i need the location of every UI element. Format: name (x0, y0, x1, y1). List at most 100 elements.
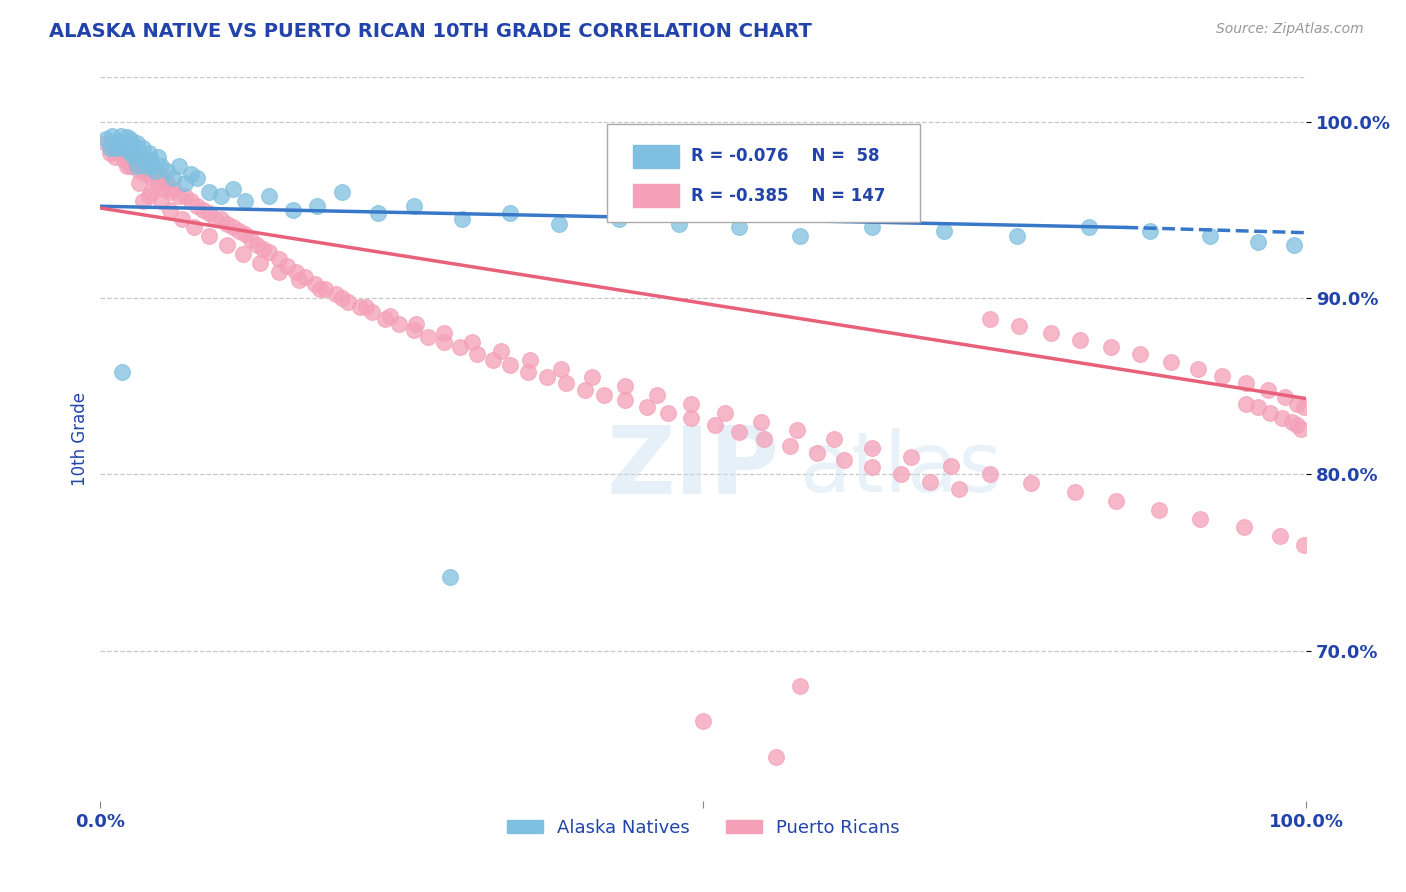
Text: atlas: atlas (800, 427, 1001, 508)
Point (149, 171, 172, 186)
Point (240, 233, 263, 247)
Point (139, 185, 162, 199)
Point (233, 194, 256, 208)
Point (172, 211, 194, 226)
Point (1021, 476, 1043, 491)
Point (284, 264, 307, 278)
Point (378, 309, 401, 323)
Point (704, 418, 727, 433)
Text: Source: ZipAtlas.com: Source: ZipAtlas.com (1216, 22, 1364, 37)
Point (162, 181, 184, 195)
Point (153, 181, 176, 195)
Point (1247, 235, 1270, 249)
Point (1139, 224, 1161, 238)
Point (180, 168, 202, 182)
Point (657, 406, 679, 420)
Point (1187, 361, 1209, 376)
Point (233, 227, 256, 242)
Point (979, 467, 1001, 482)
Point (536, 370, 558, 384)
Point (122, 159, 145, 173)
Point (122, 150, 145, 164)
Point (149, 194, 172, 208)
Point (222, 181, 245, 195)
Point (499, 206, 522, 220)
Point (668, 217, 690, 231)
Point (131, 159, 153, 173)
Point (104, 141, 127, 155)
Point (519, 352, 541, 367)
Point (349, 300, 371, 314)
Point (765, 749, 787, 764)
Point (249, 256, 271, 270)
Point (354, 300, 377, 314)
Point (1147, 502, 1170, 516)
Point (138, 146, 160, 161)
Point (128, 146, 150, 161)
Point (402, 199, 425, 213)
Point (939, 458, 962, 473)
Point (789, 229, 811, 244)
Point (499, 358, 522, 372)
Point (613, 393, 636, 408)
Point (186, 171, 208, 186)
Point (173, 188, 195, 202)
Point (439, 570, 461, 584)
Point (198, 185, 221, 199)
Point (98, 141, 121, 155)
Point (117, 141, 139, 155)
Point (307, 199, 329, 213)
Point (749, 415, 772, 429)
Point (257, 188, 280, 202)
Point (209, 188, 232, 202)
Text: R = -0.076    N =  58: R = -0.076 N = 58 (692, 147, 880, 165)
Point (308, 282, 330, 296)
Text: R = -0.385    N = 147: R = -0.385 N = 147 (692, 186, 886, 204)
Point (714, 406, 737, 420)
Point (374, 312, 396, 326)
Point (1281, 415, 1303, 429)
Point (405, 318, 427, 332)
Point (120, 146, 142, 161)
Point (107, 141, 129, 155)
Point (156, 164, 179, 178)
Point (489, 343, 512, 358)
Point (135, 168, 157, 182)
Point (1189, 511, 1212, 525)
Point (110, 128, 132, 143)
Point (98, 146, 121, 161)
Point (1160, 354, 1182, 368)
Point (1234, 376, 1257, 390)
Point (131, 141, 153, 155)
Point (191, 202, 214, 217)
Point (860, 441, 883, 455)
Point (728, 425, 751, 439)
Point (96, 132, 118, 146)
Point (934, 224, 956, 238)
Legend: Alaska Natives, Puerto Ricans: Alaska Natives, Puerto Ricans (499, 812, 907, 844)
Point (517, 365, 540, 379)
Point (1282, 238, 1305, 252)
Point (948, 482, 970, 496)
Point (692, 714, 714, 729)
Point (1291, 421, 1313, 435)
Point (111, 146, 134, 161)
Point (1198, 229, 1220, 244)
Point (288, 273, 311, 287)
Point (1039, 326, 1062, 341)
Point (1258, 406, 1281, 420)
Point (779, 439, 801, 453)
Point (159, 185, 181, 199)
Point (198, 229, 221, 244)
Point (314, 282, 336, 296)
Point (232, 247, 254, 261)
Point (554, 376, 576, 390)
Point (834, 453, 856, 467)
Point (96, 136, 118, 150)
Point (173, 177, 195, 191)
Point (647, 388, 669, 402)
Point (111, 141, 134, 155)
Point (900, 450, 922, 464)
Point (1285, 418, 1308, 433)
Point (148, 150, 170, 164)
